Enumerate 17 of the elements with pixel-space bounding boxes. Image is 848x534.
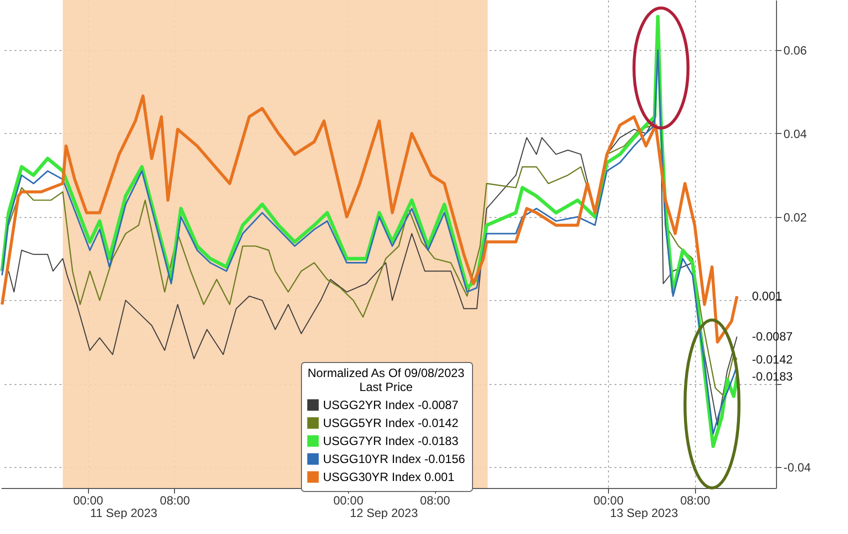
legend-label: USGG30YR Index 0.001: [323, 470, 455, 484]
line-series: [0, 94, 738, 344]
x-tick-label: 08:00: [680, 494, 711, 508]
legend-title: Normalized As Of 09/08/2023 Last Price: [308, 366, 465, 394]
legend-label: USGG5YR Index -0.0142: [323, 416, 459, 430]
x-tick-label: 08:00: [420, 494, 450, 508]
legend-label: USGG2YR Index -0.0087: [323, 398, 459, 412]
legend-label: USGG10YR Index -0.0156: [323, 452, 466, 466]
y-tick-label: 0.06: [784, 44, 808, 58]
x-tick-label: 00:00: [593, 494, 624, 508]
y-tick-label: -0.04: [784, 460, 812, 475]
x-tick-label: 00:00: [333, 494, 364, 508]
x-tick-label: 00:00: [73, 494, 104, 508]
legend-label: USGG7YR Index -0.0183: [323, 434, 459, 448]
y-tick-label: 0.02: [784, 210, 808, 224]
y-tick-label: 0.04: [784, 126, 808, 141]
x-tick-label: 08:00: [160, 494, 190, 508]
